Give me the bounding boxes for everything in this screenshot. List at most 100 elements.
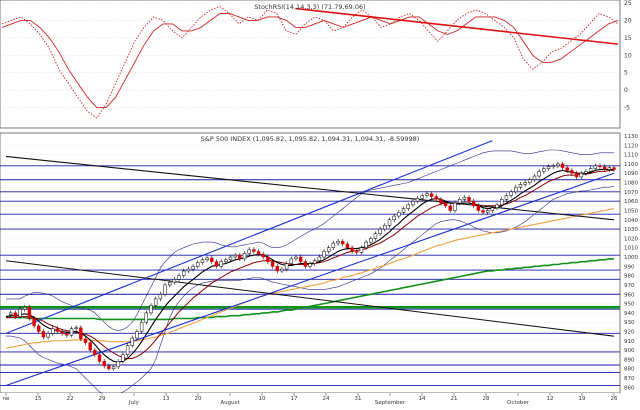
candle-body [224, 259, 228, 262]
candle-body [69, 328, 74, 336]
price-y-tick-label: 980 [624, 274, 635, 280]
candle-body [471, 200, 476, 207]
candle-body [486, 210, 490, 213]
candle-body [177, 275, 181, 280]
candle-body [373, 233, 378, 239]
candle-body [51, 328, 55, 334]
price-y-tick-label: 950 [624, 302, 635, 308]
x-tick-label: 19 [579, 396, 586, 402]
price-y-tick-label: 1000 [624, 255, 638, 261]
osc-series-line [1, 5, 619, 119]
candle-body [364, 241, 368, 248]
candle-body [247, 249, 251, 254]
candlesticks-group [8, 161, 616, 372]
candle-body [467, 197, 471, 202]
candle-body [429, 193, 434, 197]
candle-body [219, 261, 223, 267]
ma-long-line [5, 208, 615, 349]
candle-body [144, 312, 149, 323]
candle-body [518, 184, 523, 188]
candle-body [439, 199, 443, 204]
candle-body [191, 266, 195, 270]
x-tick-label: 15 [35, 396, 42, 402]
candle-body [97, 354, 102, 362]
blue-channel-upper [5, 140, 493, 334]
candle-body [196, 262, 200, 267]
candle-body [32, 318, 36, 327]
price-y-tick-label: 970 [624, 283, 635, 289]
candle-body [210, 257, 214, 262]
x-month-label: August [220, 400, 240, 406]
candle-body [415, 198, 420, 202]
candle-body [294, 256, 298, 260]
price-y-tick-label: 1110 [624, 153, 638, 159]
x-tick-label: 10 [259, 396, 266, 402]
candle-body [607, 167, 612, 170]
candle-body [383, 225, 387, 230]
candle-body [214, 261, 219, 267]
candle-body [457, 199, 462, 204]
candle-body [13, 312, 18, 317]
candle-body [598, 165, 602, 168]
candle-body [238, 254, 242, 260]
candle-body [18, 308, 22, 317]
candle-body [322, 251, 326, 258]
candle-body [22, 307, 27, 310]
x-tick-label: 22 [67, 396, 74, 402]
price-y-tick-label: 1030 [624, 227, 638, 233]
candle-body [565, 167, 569, 171]
candle-body [556, 163, 560, 167]
candle-body [509, 191, 513, 196]
candle-body [46, 333, 50, 338]
price-y-tick-label: 1090 [624, 171, 638, 177]
candle-body [546, 166, 551, 169]
candle-body [172, 279, 177, 283]
candle-body [186, 268, 191, 272]
candle-body [252, 249, 256, 252]
candle-body [83, 338, 88, 343]
price-panel: 860 870 880 890 900 910 920 930 940 950 960 970 980 9… [0, 132, 638, 396]
candle-body [41, 331, 46, 338]
candle-body [495, 204, 499, 208]
candle-body [158, 294, 163, 300]
trendlines-group [5, 140, 615, 387]
candle-body [266, 256, 270, 262]
candle-body [139, 321, 144, 332]
candle-body [500, 199, 504, 206]
candle-body [612, 167, 616, 170]
candle-body [411, 200, 415, 206]
candle-body [588, 168, 593, 172]
blue-channel-lower [5, 172, 615, 387]
candle-body [298, 256, 303, 262]
price-y-tick-label: 1050 [624, 208, 638, 214]
candle-body [261, 253, 265, 258]
oscillator-y-axis: -5 0 5 10 15 20 25 [624, 0, 632, 112]
x-tick-label: 28 [483, 396, 490, 402]
candle-body [504, 195, 509, 200]
candle-body [280, 268, 284, 272]
candle-body [369, 238, 373, 243]
x-axis: ne 15 22 29 July 13 20 August 10 17 24 31 September 1… [0, 393, 620, 406]
candle-body [532, 175, 537, 181]
candle-body [270, 261, 275, 267]
candle-body [37, 325, 41, 332]
price-y-tick-label: 960 [624, 292, 635, 298]
candle-body [406, 204, 410, 209]
candle-body [182, 270, 186, 276]
candle-body [453, 202, 457, 211]
osc-y-tick-label: 0 [624, 87, 628, 94]
osc-trendline [295, 7, 619, 45]
x-month-label: September [375, 400, 406, 406]
candle-body [593, 165, 598, 169]
candle-body [434, 196, 438, 200]
candle-body [107, 365, 111, 369]
candle-body [481, 210, 485, 213]
candle-body [93, 349, 97, 356]
candle-body [448, 205, 453, 211]
osc-y-tick-label: 25 [624, 0, 632, 7]
candle-body [420, 195, 424, 199]
candle-body [542, 168, 546, 172]
oscillator-trendline-group [295, 7, 619, 45]
x-tick-label: 24 [323, 396, 330, 402]
